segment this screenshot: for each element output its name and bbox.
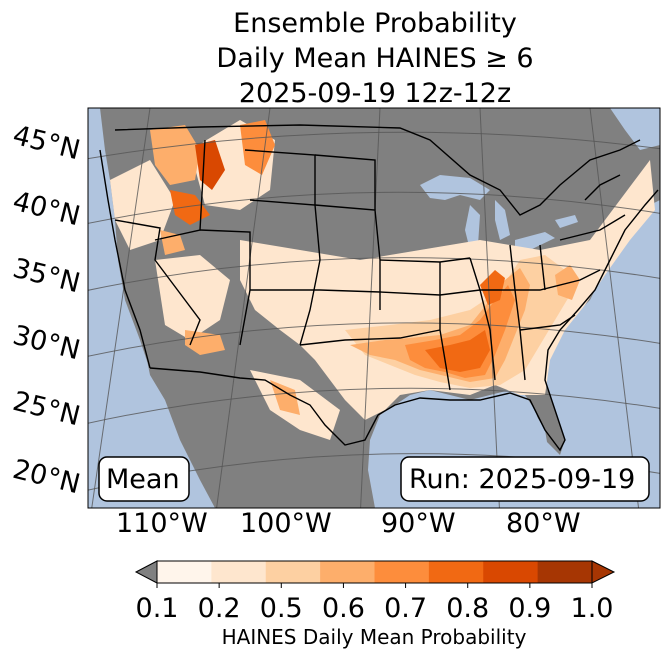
lat-label-35: 35°N bbox=[10, 253, 84, 300]
title-line-2: Daily Mean HAINES ≥ 6 bbox=[216, 43, 534, 74]
lon-label-100: 100°W bbox=[240, 508, 332, 539]
map-panel bbox=[88, 108, 660, 508]
lat-label-30: 30°N bbox=[10, 320, 84, 367]
colorbar-segment bbox=[157, 561, 212, 583]
colorbar-segment bbox=[483, 561, 539, 583]
stat-box: Mean bbox=[98, 456, 190, 502]
lat-label-20: 20°N bbox=[10, 454, 84, 501]
colorbar-segment bbox=[537, 561, 593, 583]
colorbar-tick-label: 0.6 bbox=[322, 593, 365, 624]
coastline bbox=[99, 149, 659, 452]
lat-label-40: 40°N bbox=[10, 186, 84, 233]
title-line-3: 2025-09-19 12z-12z bbox=[238, 78, 512, 109]
colorbar-frame bbox=[156, 560, 593, 584]
colorbar-segment bbox=[211, 561, 267, 583]
colorbar-over-arrow bbox=[591, 560, 616, 584]
colorbar-under-arrow bbox=[134, 560, 158, 584]
colorbar-tick-label: 0.2 bbox=[198, 593, 241, 624]
lat-label-45: 45°N bbox=[10, 120, 84, 167]
colorbar-tick-label: 0.9 bbox=[508, 593, 551, 624]
colorbar-label: HAINES Daily Mean Probability bbox=[222, 625, 527, 649]
map-frame bbox=[87, 107, 661, 509]
colorbar-ticks: 0.1 0.2 0.5 0.6 0.7 0.8 0.9 1.0 bbox=[136, 583, 614, 624]
lon-label-80: 80°W bbox=[506, 508, 581, 539]
lon-label-110: 110°W bbox=[116, 508, 208, 539]
page-title: Ensemble Probability Daily Mean HAINES ≥… bbox=[0, 8, 671, 110]
latitude-labels: 45°N 40°N 35°N 30°N 25°N 20°N bbox=[10, 120, 84, 501]
run-box-label: Run: 2025-09-19 bbox=[409, 464, 635, 495]
title-line-1: Ensemble Probability bbox=[233, 8, 517, 39]
lat-label-25: 25°N bbox=[10, 386, 84, 433]
colorbar-segments bbox=[157, 561, 593, 583]
colorbar-segment bbox=[320, 561, 375, 583]
run-box: Run: 2025-09-19 bbox=[400, 456, 650, 502]
longitude-labels: 110°W 100°W 90°W 80°W bbox=[116, 508, 581, 539]
colorbar-segment bbox=[265, 561, 321, 583]
colorbar-tick-label: 0.7 bbox=[384, 593, 427, 624]
stat-box-label: Mean bbox=[106, 464, 180, 495]
mexico-land bbox=[145, 350, 295, 508]
political-borders bbox=[114, 124, 641, 446]
colorbar-segment bbox=[374, 561, 430, 583]
colorbar-segment bbox=[428, 561, 484, 583]
colorbar-tick-label: 0.5 bbox=[260, 593, 303, 624]
probability-field bbox=[110, 120, 655, 440]
colorbar-tick-label: 0.1 bbox=[136, 593, 179, 624]
lon-label-90: 90°W bbox=[381, 508, 456, 539]
colorbar-tick-label: 1.0 bbox=[571, 593, 614, 624]
colorbar: 0.1 0.2 0.5 0.6 0.7 0.8 0.9 1.0 HAINES Daily Me… bbox=[134, 560, 616, 649]
colorbar-tick-label: 0.8 bbox=[446, 593, 489, 624]
